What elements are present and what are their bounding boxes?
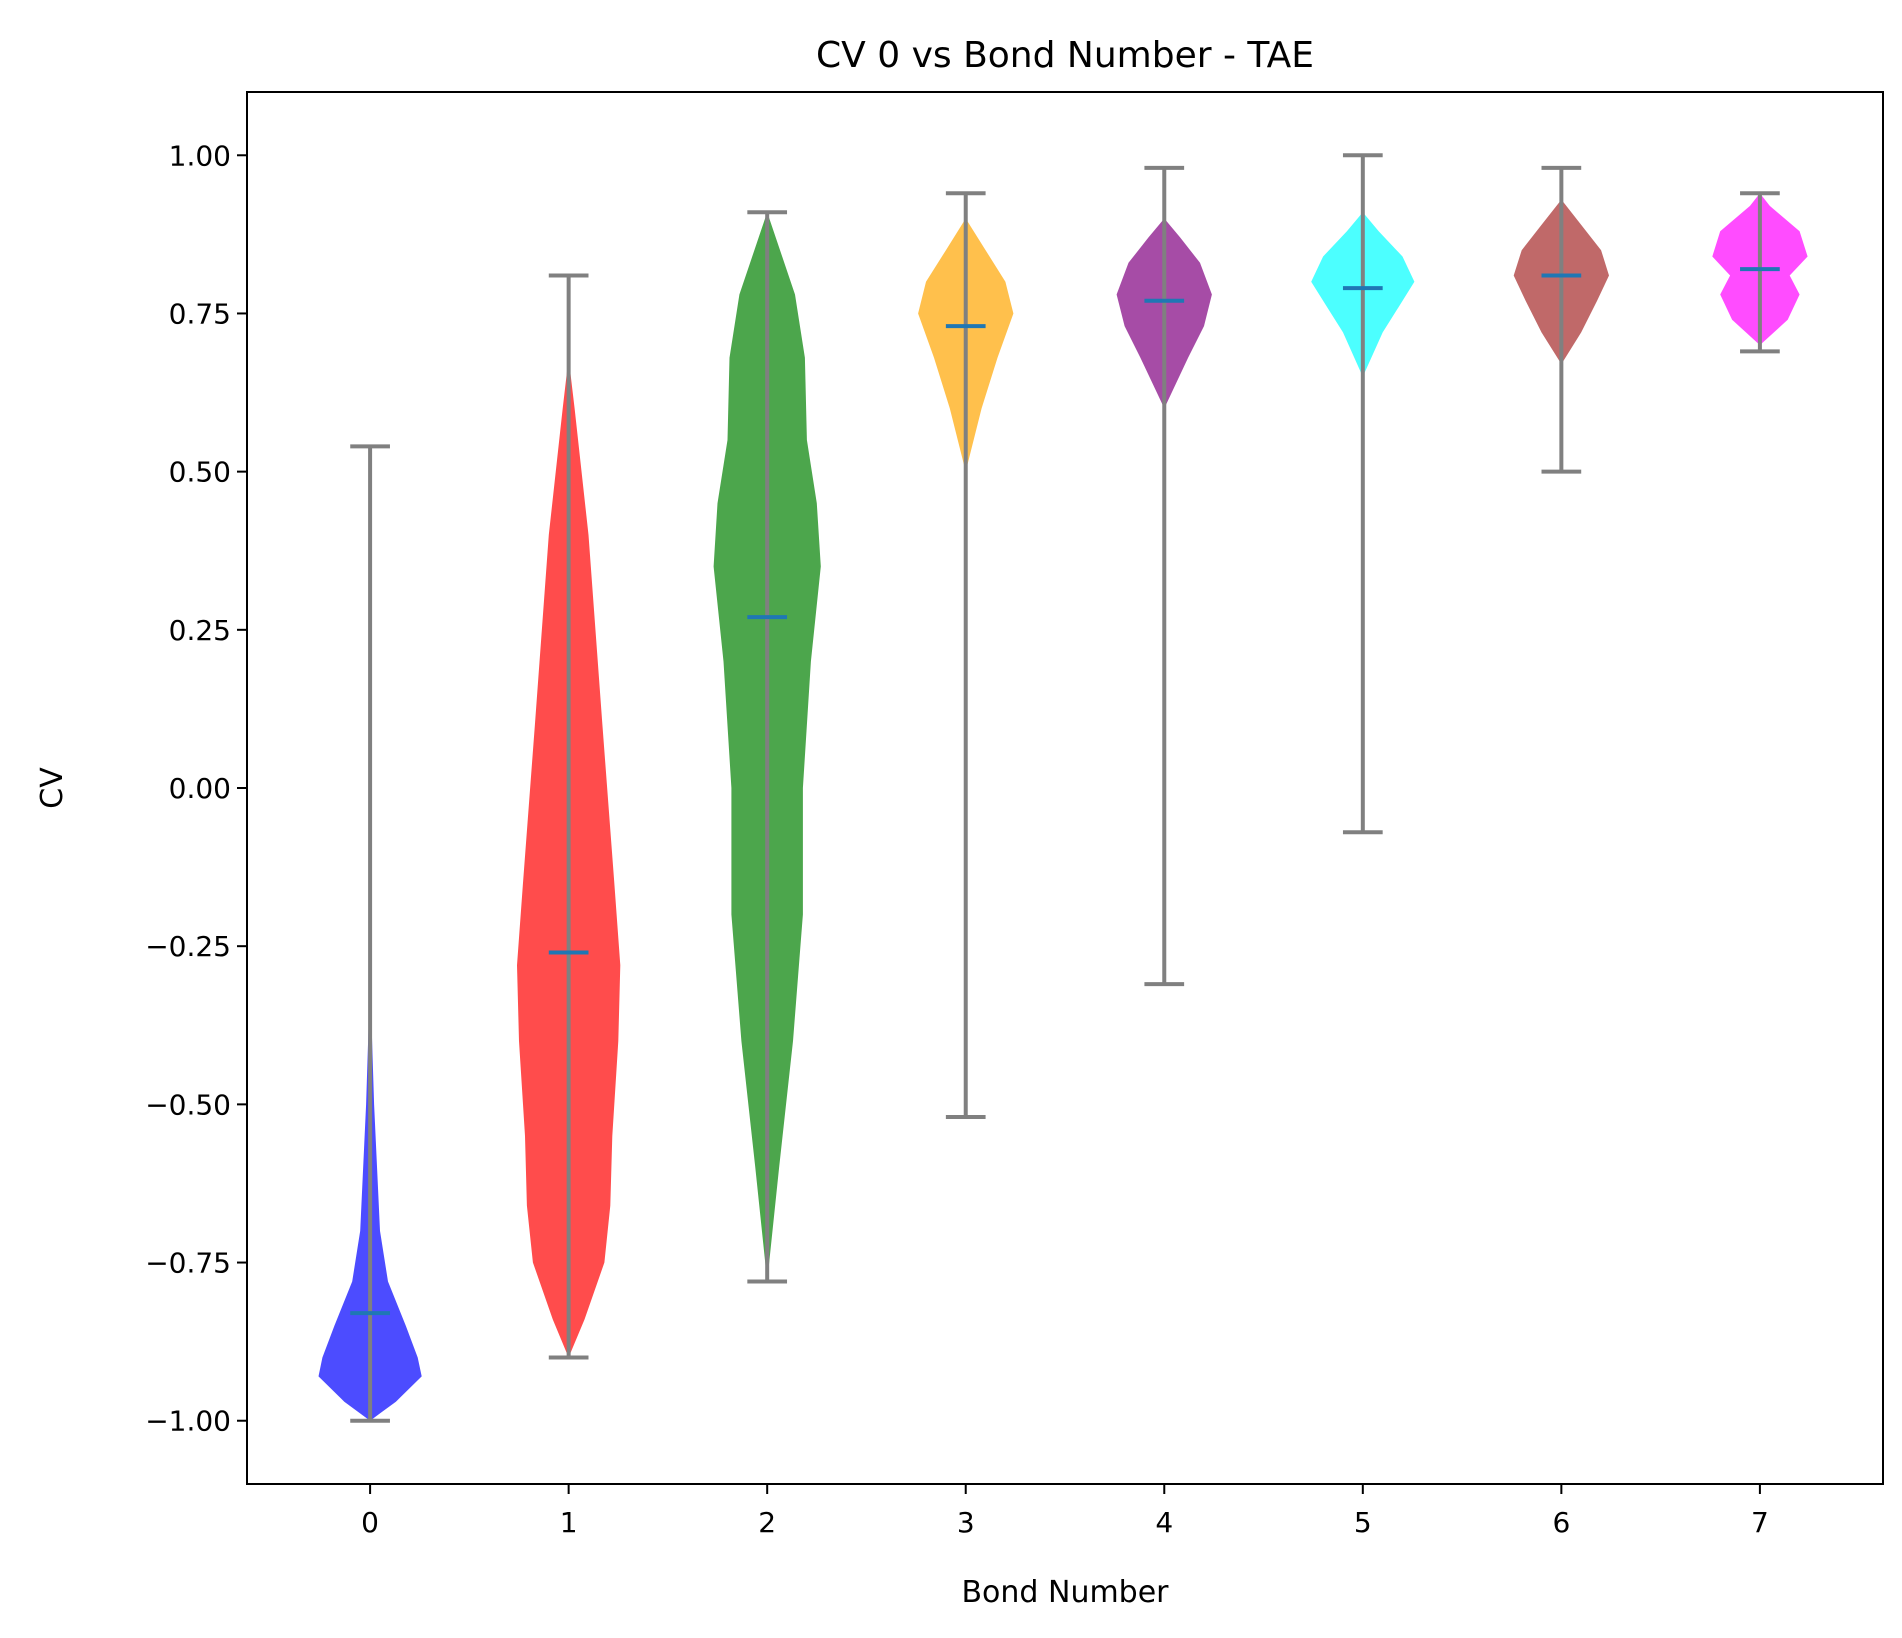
x-tick-label: 4	[1155, 1506, 1173, 1539]
x-tick-label: 5	[1354, 1506, 1372, 1539]
y-tick-label: −1.00	[145, 1405, 231, 1438]
y-tick-label: 0.50	[169, 456, 231, 489]
violin-7	[1712, 191, 1808, 354]
y-tick-label: −0.50	[145, 1088, 231, 1121]
violin-4	[1116, 165, 1212, 987]
y-tick-label: −0.75	[145, 1247, 231, 1280]
chart-title: CV 0 vs Bond Number - TAE	[816, 35, 1314, 76]
x-tick-label: 1	[560, 1506, 578, 1539]
y-tick-label: 0.75	[169, 297, 231, 330]
violin-3	[918, 191, 1014, 1120]
y-tick-label: 0.25	[169, 614, 231, 647]
y-tick-label: −0.25	[145, 930, 231, 963]
x-tick-label: 6	[1552, 1506, 1570, 1539]
y-axis: 1.00 0.75 0.50 0.25 0.00 −0.25 −0.50 −0.75 −1.00	[145, 139, 247, 1438]
plot-marks	[318, 153, 1808, 1423]
y-tick-label: 0.00	[169, 772, 231, 805]
x-axis-label: Bond Number	[961, 1575, 1169, 1610]
violin-2	[713, 210, 821, 1284]
violin-1	[517, 273, 621, 1360]
y-axis-label: CV	[35, 767, 70, 809]
violin-5	[1311, 153, 1415, 835]
x-tick-label: 3	[957, 1506, 975, 1539]
x-axis: 0 1 2 3 4 5 6 7	[361, 1484, 1769, 1539]
y-tick-label: 1.00	[169, 139, 231, 172]
violin-6	[1513, 165, 1609, 474]
x-tick-label: 0	[361, 1506, 379, 1539]
x-tick-label: 7	[1751, 1506, 1769, 1539]
violin-0	[318, 444, 422, 1423]
x-tick-label: 2	[758, 1506, 776, 1539]
